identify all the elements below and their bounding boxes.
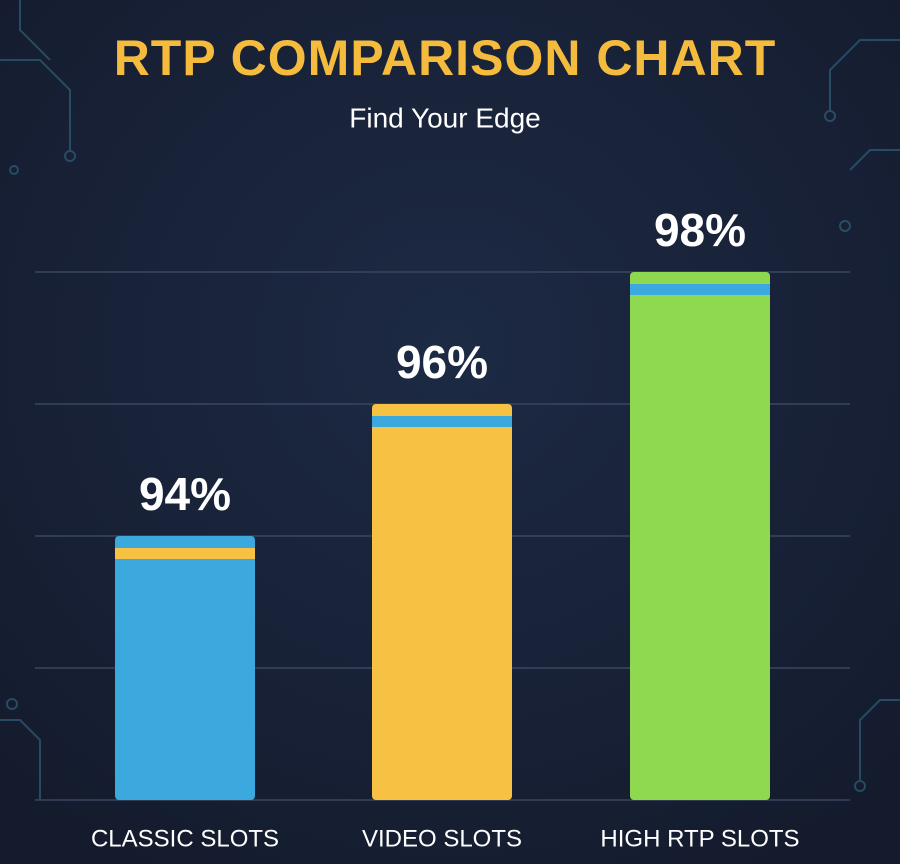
x-tick-label: VIDEO SLOTS	[362, 825, 522, 852]
bar	[372, 404, 512, 800]
value-label: 98%	[654, 204, 746, 256]
bar	[630, 272, 770, 800]
bar-accent	[372, 416, 512, 427]
value-label: 96%	[396, 336, 488, 388]
bar	[115, 536, 255, 800]
value-label: 94%	[139, 468, 231, 520]
x-tick-label: CLASSIC SLOTS	[91, 825, 279, 852]
chart-subtitle: Find Your Edge	[349, 102, 541, 133]
bar-accent	[630, 284, 770, 295]
bar-accent	[115, 548, 255, 559]
circuit-decoration	[0, 0, 900, 800]
x-tick-label: HIGH RTP SLOTS	[600, 825, 799, 852]
chart-title: RTP COMPARISON CHART	[114, 30, 777, 86]
